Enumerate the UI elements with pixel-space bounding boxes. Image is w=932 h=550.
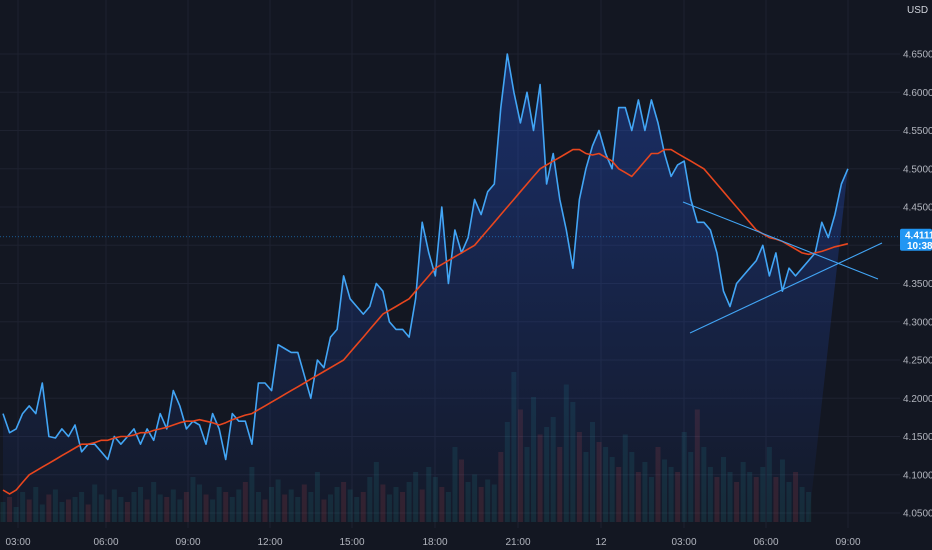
x-tick-label: 12:00 [257,537,282,548]
x-tick-label: 03:00 [5,537,30,548]
ascending-trendline [689,242,883,334]
y-tick-label: 4.2500 [903,356,932,367]
y-tick-label: 4.4500 [903,203,932,214]
y-tick-label: 4.1000 [903,470,932,481]
last-price-value: 4.4111 [905,230,932,241]
y-tick-label: 4.6000 [903,88,932,99]
y-tick-label: 4.0500 [903,509,932,520]
currency-label[interactable]: USD [907,5,928,16]
x-tick-label: 18:00 [422,537,447,548]
x-tick-label: 09:00 [835,537,860,548]
x-tick-label: 06:00 [93,537,118,548]
x-tick-label: 12 [595,537,607,548]
y-tick-label: 4.3000 [903,317,932,328]
bar-countdown: 10:38 [907,241,932,252]
y-tick-label: 4.1500 [903,432,932,443]
x-tick-label: 21:00 [505,537,530,548]
y-tick-label: 4.5500 [903,126,932,137]
last-price-box [900,228,932,251]
y-tick-label: 4.2000 [903,394,932,405]
y-tick-label: 4.5000 [903,164,932,175]
y-tick-label: 4.6500 [903,50,932,61]
series-lines [2,53,849,495]
time-axis[interactable]: 03:00 06:00 09:00 12:00 15:00 18:00 21:00 12 03:… [5,537,860,548]
moving-average-line [2,148,849,495]
x-tick-label: 15:00 [339,537,364,548]
x-tick-label: 03:00 [671,537,696,548]
x-tick-label: 06:00 [753,537,778,548]
trendline-drawings[interactable] [682,201,883,334]
y-tick-label: 4.3500 [903,279,932,290]
price-line [2,53,849,461]
x-tick-label: 09:00 [175,537,200,548]
descending-trendline [682,201,879,280]
